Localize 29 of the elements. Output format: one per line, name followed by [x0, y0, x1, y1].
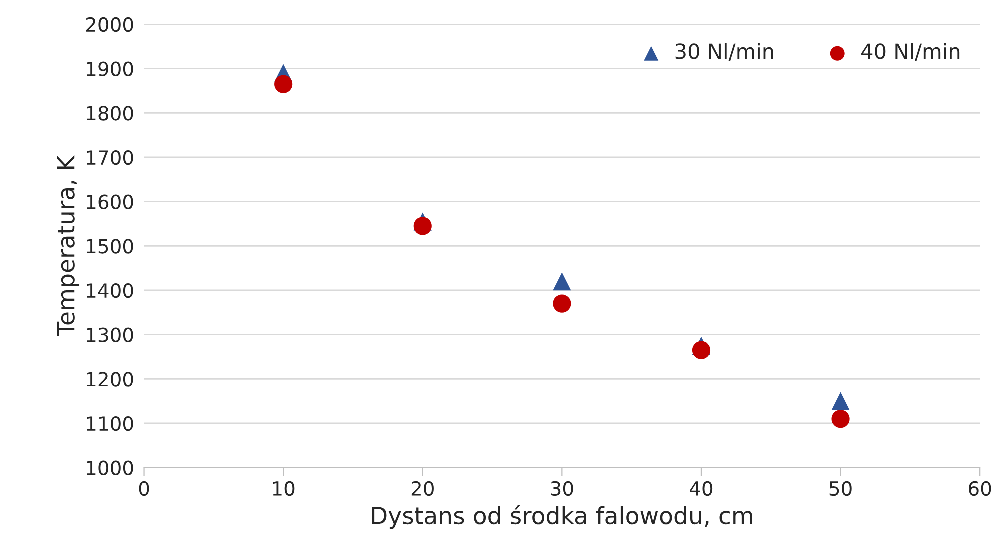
- point: [274, 75, 293, 94]
- y-tick-label: 1500: [87, 239, 134, 254]
- y-tick-label: 2000: [86, 17, 134, 32]
- y-tick-label: 1400: [87, 283, 134, 298]
- x-tick-label: 50: [830, 481, 852, 496]
- x-tick-label: 60: [969, 481, 992, 496]
- point: [414, 217, 432, 236]
- x-tick-label: 0: [139, 481, 150, 496]
- y-tick-label: 1800: [87, 106, 134, 121]
- y-tick-label: 1700: [87, 150, 134, 166]
- legend-label: 30 Nl/min: [676, 43, 774, 61]
- x-tick-label: 40: [690, 481, 713, 496]
- y-tick-label: 1100: [87, 416, 134, 432]
- y-axis-title: Temperatura, K: [57, 155, 80, 336]
- x-tick-label: 10: [273, 481, 295, 496]
- y-tick-label: 1300: [87, 328, 134, 342]
- x-tick-label: 20: [412, 481, 434, 496]
- x-tick-label: 30: [551, 481, 574, 496]
- point: [832, 410, 850, 428]
- legend-label: 40 Nl/min: [862, 43, 960, 61]
- y-tick-label: 1000: [87, 460, 134, 476]
- point: [832, 392, 850, 410]
- point: [553, 294, 572, 313]
- y-tick-label: 1600: [87, 194, 134, 210]
- y-tick-label: 1900: [87, 62, 134, 76]
- point: [553, 272, 572, 291]
- x-axis-title: Dystans od środka falowodu, cm: [372, 505, 752, 530]
- y-tick-label: 1200: [87, 372, 134, 387]
- point: [692, 341, 711, 360]
